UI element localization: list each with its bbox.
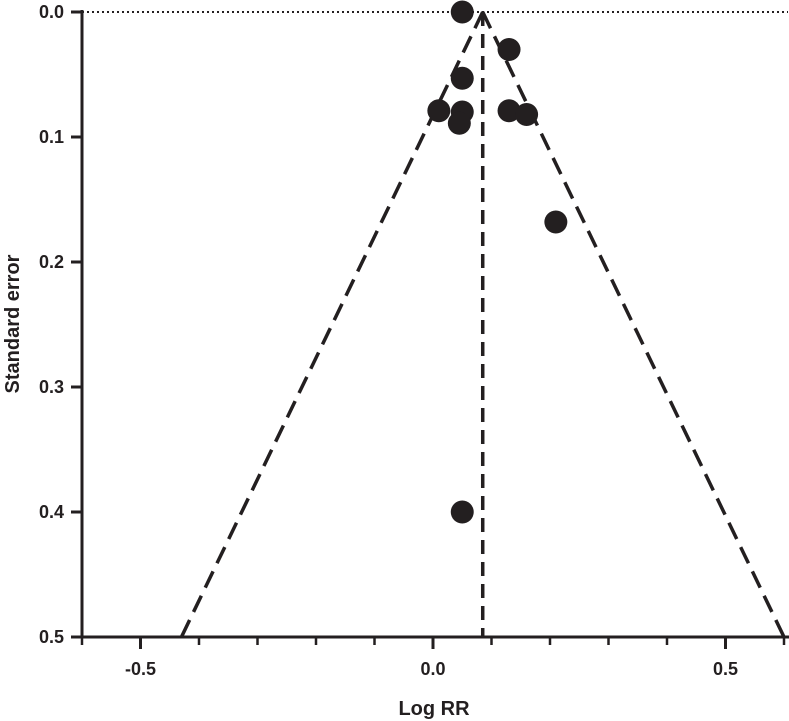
study-point [515, 103, 539, 126]
x-tick-label: -0.5 [125, 659, 156, 679]
y-axis-title: Standard error [2, 254, 24, 393]
axes [71, 10, 789, 649]
y-tick-label: 0.5 [39, 627, 64, 647]
study-point [497, 38, 521, 61]
y-tick-label: 0.3 [39, 377, 64, 397]
study-point [447, 111, 471, 135]
x-tick-label: 0.5 [713, 659, 738, 679]
study-point [450, 0, 474, 24]
x-tick-label: 0.0 [420, 659, 445, 679]
y-tick-label: 0.1 [39, 127, 64, 147]
y-tick-label: 0.2 [39, 252, 64, 272]
tick-labels: 0.0 0.1 0.2 0.3 0.4 0.5 -0.5 0.0 0.5 [39, 2, 738, 679]
study-point [427, 99, 451, 123]
study-point [450, 500, 474, 524]
y-tick-label: 0.4 [39, 502, 64, 522]
data-points [427, 0, 568, 524]
study-point [544, 210, 568, 234]
study-point [450, 66, 474, 90]
y-tick-label: 0.0 [39, 2, 64, 22]
study-point [497, 99, 521, 123]
x-axis-title: Log RR [398, 698, 470, 720]
